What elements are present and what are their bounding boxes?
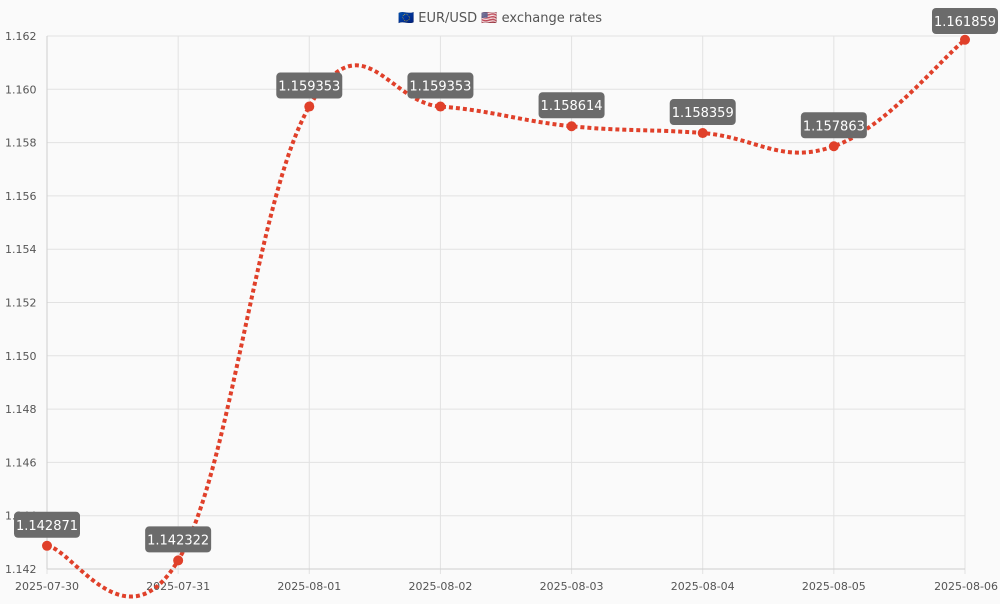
data-label-text: 1.161859 [934, 15, 996, 30]
x-tick-label: 2025-07-30 [15, 580, 79, 593]
data-label-text: 1.142871 [16, 519, 78, 534]
data-label: 1.159353 [407, 72, 474, 99]
x-tick-label: 2025-08-03 [540, 580, 604, 593]
data-point[interactable] [173, 555, 184, 566]
x-tick-label: 2025-08-04 [671, 580, 735, 593]
y-tick-label: 1.160 [5, 83, 37, 96]
y-tick-label: 1.154 [5, 243, 37, 256]
data-point[interactable] [828, 141, 839, 152]
data-label-box [407, 72, 474, 99]
data-label-box [538, 92, 605, 119]
chart-title: 🇪🇺 EUR/USD 🇺🇸 exchange rates [398, 11, 602, 26]
data-label-box [145, 526, 212, 553]
y-tick-label: 1.152 [5, 297, 37, 310]
data-point[interactable] [566, 121, 577, 132]
data-label: 1.142322 [145, 526, 212, 553]
x-tick-label: 2025-08-01 [277, 580, 341, 593]
data-label-text: 1.158359 [672, 106, 734, 121]
data-label-text: 1.157863 [803, 119, 865, 134]
data-label-text: 1.158614 [541, 99, 603, 114]
data-label-box [14, 511, 80, 538]
y-tick-label: 1.150 [5, 350, 37, 363]
axis-layer: 1.1421.1441.1461.1481.1501.1521.1541.156… [5, 30, 998, 593]
data-point[interactable] [42, 540, 52, 551]
data-label-box [669, 99, 736, 126]
data-label-layer: 1.142871 1.142322 1.159353 1.159353 1.158614… [14, 8, 998, 553]
data-point[interactable] [435, 101, 446, 112]
data-label: 1.158359 [669, 99, 736, 126]
y-tick-label: 1.148 [5, 403, 37, 416]
data-point[interactable] [304, 101, 315, 112]
x-tick-label: 2025-08-02 [408, 580, 472, 593]
y-tick-label: 1.146 [5, 456, 37, 469]
data-label: 1.158614 [538, 92, 605, 119]
data-label: 1.157863 [800, 112, 867, 139]
data-label-text: 1.159353 [409, 80, 471, 95]
x-tick-label: 2025-08-06 [934, 580, 998, 593]
series-line [46, 38, 967, 599]
data-label-text: 1.159353 [278, 80, 340, 95]
data-point[interactable] [697, 128, 708, 139]
y-tick-label: 1.142 [5, 563, 37, 576]
data-label-box [932, 8, 998, 34]
x-tick-label: 2025-08-05 [802, 580, 866, 593]
series-line-layer [46, 38, 967, 599]
y-tick-label: 1.158 [5, 137, 37, 150]
y-tick-label: 1.162 [5, 30, 37, 43]
data-label: 1.159353 [276, 72, 343, 99]
data-label-box [276, 72, 343, 99]
data-point-layer [42, 34, 970, 566]
data-point[interactable] [960, 34, 970, 45]
data-label: 1.142871 [14, 511, 80, 538]
data-label-text: 1.142322 [147, 533, 209, 548]
y-tick-label: 1.156 [5, 190, 37, 203]
data-label: 1.161859 [932, 8, 998, 34]
data-label-box [800, 112, 867, 139]
